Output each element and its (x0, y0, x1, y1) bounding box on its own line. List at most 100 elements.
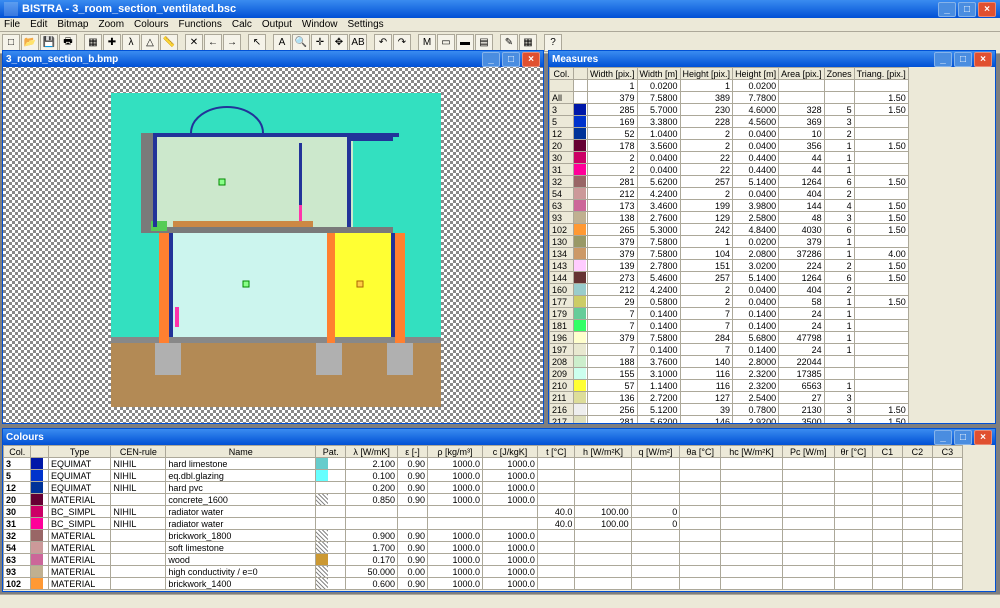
menu-output[interactable]: Output (262, 19, 292, 30)
drawing-canvas-area[interactable] (3, 67, 543, 423)
col-header[interactable]: Pat. (316, 446, 346, 458)
measures-row[interactable]: 1431392.78001513.020022421.50 (550, 260, 909, 272)
child-close-button[interactable]: × (974, 430, 992, 445)
child-minimize-button[interactable]: _ (934, 52, 952, 67)
child-close-button[interactable]: × (974, 52, 992, 67)
measures-row[interactable]: 1303797.580010.02003791 (550, 236, 909, 248)
palette-button[interactable]: ▦ (519, 34, 537, 52)
colours-body[interactable]: Col.TypeCEN-ruleNamePat.λ [W/mK]ε [-]ρ [… (3, 445, 995, 591)
col-header[interactable] (31, 446, 48, 458)
rect2-button[interactable]: ▬ (456, 34, 474, 52)
col-header[interactable]: hc [W/m²K] (721, 446, 783, 458)
col-header[interactable]: q [W/m²] (631, 446, 680, 458)
measures-row[interactable]: 542124.240020.04004042 (550, 188, 909, 200)
colours-row[interactable]: 63MATERIALwood0.1700.901000.01000.0 (4, 554, 963, 566)
grid-button[interactable]: ▦ (84, 34, 102, 52)
brush-button[interactable]: ✎ (500, 34, 518, 52)
measures-row[interactable]: 2091553.10001162.320017385 (550, 368, 909, 380)
meas-header[interactable]: Height [pix.] (680, 68, 733, 80)
rect3-button[interactable]: ▤ (475, 34, 493, 52)
colours-row[interactable]: 12EQUIMATNIHILhard pvc0.2000.901000.0100… (4, 482, 963, 494)
meas-header[interactable] (574, 68, 588, 80)
meas-header[interactable]: Width [m] (637, 68, 680, 80)
redo-button[interactable]: ↷ (393, 34, 411, 52)
measures-row[interactable]: 1022655.30002424.8400403061.50 (550, 224, 909, 236)
ab-button[interactable]: AB (349, 34, 367, 52)
col-header[interactable]: h [W/m²K] (575, 446, 631, 458)
measures-row[interactable]: 931382.76001292.58004831.50 (550, 212, 909, 224)
measures-row[interactable]: 19770.140070.1400241 (550, 344, 909, 356)
col-header[interactable]: C3 (932, 446, 962, 458)
measures-row[interactable]: 18170.140070.1400241 (550, 320, 909, 332)
col-header[interactable]: λ [W/mK] (346, 446, 398, 458)
measures-row[interactable]: 322815.62002575.1400126461.50 (550, 176, 909, 188)
cursor-button[interactable]: ↖ (248, 34, 266, 52)
col-header[interactable]: Pc [W/m] (782, 446, 834, 458)
measures-row[interactable]: 177290.580020.04005811.50 (550, 296, 909, 308)
col-header[interactable]: Col. (4, 446, 31, 458)
col-header[interactable]: ρ [kg/m³] (428, 446, 483, 458)
meas-header[interactable]: Width [pix.] (588, 68, 638, 80)
arrow-l-button[interactable]: ← (204, 34, 222, 52)
menu-edit[interactable]: Edit (30, 19, 47, 30)
measures-row[interactable]: 3120.0400220.4400441 (550, 164, 909, 176)
menu-zoom[interactable]: Zoom (98, 19, 124, 30)
colours-row[interactable]: 54MATERIALsoft limestone1.7000.901000.01… (4, 542, 963, 554)
menu-functions[interactable]: Functions (179, 19, 222, 30)
new-button[interactable]: □ (2, 34, 20, 52)
print-button[interactable]: 🖶 (59, 34, 77, 52)
meas-header[interactable]: Area [pix.] (779, 68, 825, 80)
col-header[interactable]: C1 (872, 446, 902, 458)
child-maximize-button[interactable]: □ (954, 430, 972, 445)
meas-header[interactable]: Zones (824, 68, 854, 80)
menu-settings[interactable]: Settings (348, 19, 384, 30)
colours-row[interactable]: 30BC_SIMPLNIHILradiator water40.0100.000 (4, 506, 963, 518)
meas-header[interactable]: Triang. [pix.] (854, 68, 908, 80)
zoom-button[interactable]: 🔍 (292, 34, 310, 52)
measures-row[interactable]: 1343797.58001042.08003728614.00 (550, 248, 909, 260)
measures-table[interactable]: Col.Width [pix.]Width [m]Height [pix.]He… (549, 67, 909, 423)
arrow-r-button[interactable]: → (223, 34, 241, 52)
measures-row[interactable]: 51693.38002284.56003693 (550, 116, 909, 128)
child-maximize-button[interactable]: □ (502, 52, 520, 67)
measures-row[interactable]: All3797.58003897.78001.50 (550, 92, 909, 104)
measures-row[interactable]: 201783.560020.040035611.50 (550, 140, 909, 152)
col-header[interactable]: C2 (902, 446, 932, 458)
colours-row[interactable]: 5EQUIMATNIHILeq.dbl.glazing0.1000.901000… (4, 470, 963, 482)
measures-row[interactable]: 1442735.46002575.1400126461.50 (550, 272, 909, 284)
arrows-button[interactable]: ✥ (330, 34, 348, 52)
rect1-button[interactable]: ▭ (437, 34, 455, 52)
col-header[interactable]: θr [°C] (834, 446, 872, 458)
col-header[interactable]: θa [°C] (680, 446, 721, 458)
meas-header[interactable]: Height [m] (733, 68, 779, 80)
menu-file[interactable]: File (4, 19, 20, 30)
col-header[interactable]: c [J/kgK] (482, 446, 537, 458)
menu-window[interactable]: Window (302, 19, 338, 30)
measures-row[interactable]: 1963797.58002845.6800477981 (550, 332, 909, 344)
crosshair-button[interactable]: ✛ (311, 34, 329, 52)
undo-button[interactable]: ↶ (374, 34, 392, 52)
colours-row[interactable]: 3EQUIMATNIHILhard limestone2.1000.901000… (4, 458, 963, 470)
measures-row[interactable]: 210571.14001162.320065631 (550, 380, 909, 392)
help-button[interactable]: ? (544, 34, 562, 52)
drawing-window-titlebar[interactable]: 3_room_section_b.bmp _ □ × (3, 51, 543, 67)
colours-row[interactable]: 20MATERIALconcrete_16000.8500.901000.010… (4, 494, 963, 506)
colours-row[interactable]: 32MATERIALbrickwork_18000.9000.901000.01… (4, 530, 963, 542)
col-header[interactable]: Name (166, 446, 316, 458)
col-header[interactable]: CEN-rule (111, 446, 166, 458)
minimize-button[interactable]: _ (938, 2, 956, 17)
measures-row[interactable]: 2111362.72001272.5400273 (550, 392, 909, 404)
colours-table[interactable]: Col.TypeCEN-ruleNamePat.λ [W/mK]ε [-]ρ [… (3, 445, 963, 590)
triangle-button[interactable]: △ (141, 34, 159, 52)
zoom-a-button[interactable]: Α (273, 34, 291, 52)
child-minimize-button[interactable]: _ (482, 52, 500, 67)
measures-row[interactable]: 1602124.240020.04004042 (550, 284, 909, 296)
measures-row[interactable]: 12521.040020.0400102 (550, 128, 909, 140)
child-close-button[interactable]: × (522, 52, 540, 67)
menu-calc[interactable]: Calc (232, 19, 252, 30)
measures-row[interactable]: 631733.46001993.980014441.50 (550, 200, 909, 212)
axes-button[interactable]: ✚ (103, 34, 121, 52)
child-maximize-button[interactable]: □ (954, 52, 972, 67)
measures-row[interactable]: 17970.140070.1400241 (550, 308, 909, 320)
measures-row[interactable]: 3020.0400220.4400441 (550, 152, 909, 164)
